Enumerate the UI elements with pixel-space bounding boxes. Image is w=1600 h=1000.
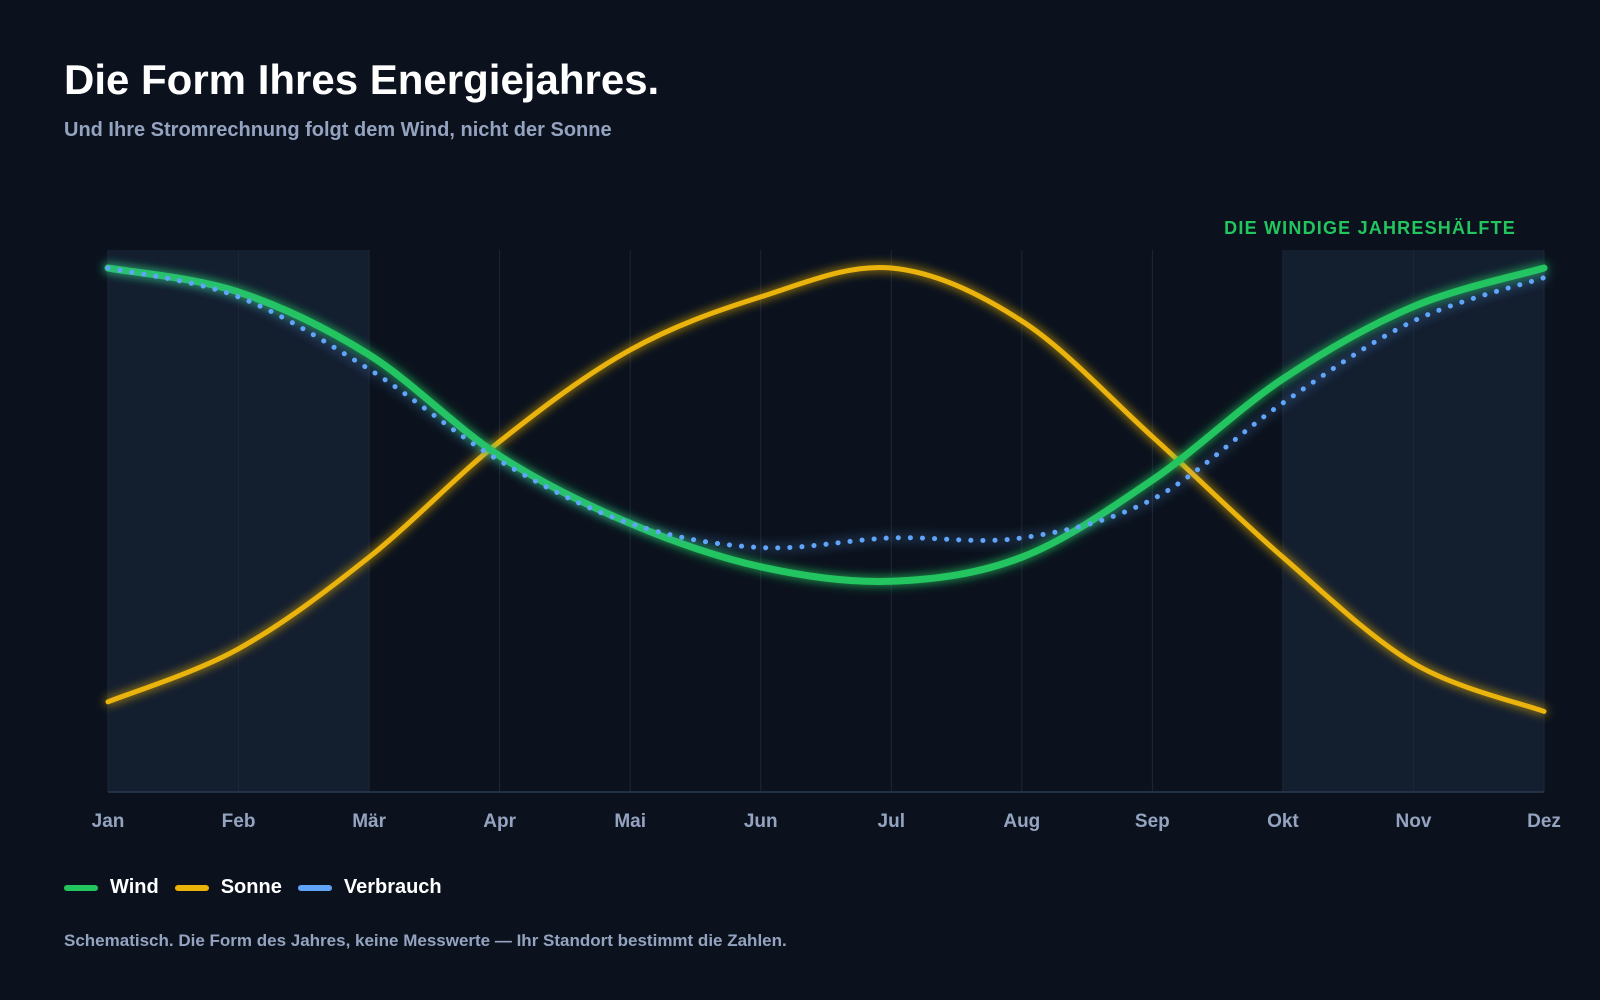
series-lines (104, 264, 1548, 714)
x-tick-label: Jun (744, 811, 778, 832)
x-tick-label: Apr (483, 811, 516, 832)
legend: Wind Sonne Verbrauch (64, 876, 458, 899)
x-tick-label: Sep (1135, 811, 1170, 832)
x-tick-label: Aug (1003, 811, 1040, 832)
legend-label-sonne: Sonne (220, 876, 282, 898)
legend-label-verbrauch: Verbrauch (343, 876, 442, 898)
legend-swatch-wind (64, 884, 98, 891)
x-axis-ticks: Jan Feb Mär Apr Mai Jun Jul Aug Sep Okt Nov Dez (92, 811, 1561, 832)
x-tick-label: Okt (1267, 811, 1299, 832)
x-tick-label: Nov (1396, 811, 1432, 832)
legend-swatch-verbrauch (297, 884, 332, 891)
footnote: Schematisch. Die Form des Jahres, keine … (64, 931, 787, 950)
legend-item-sonne: Sonne (174, 876, 282, 899)
legend-item-wind: Wind (64, 876, 159, 899)
chart-annotation: DIE WINDIGE JAHRESHÄLFTE (1224, 218, 1516, 238)
page-title: Die Form Ihres Energiejahres. (64, 56, 660, 103)
legend-swatch-sonne (174, 884, 209, 891)
x-tick-label: Jan (92, 811, 125, 832)
legend-label-wind: Wind (110, 876, 159, 898)
legend-item-verbrauch: Verbrauch (297, 876, 442, 899)
series-line-sonne (105, 264, 1547, 714)
x-tick-label: Jul (878, 811, 905, 832)
gridlines (107, 250, 1545, 792)
x-tick-label: Mai (614, 811, 646, 832)
page-subtitle: Und Ihre Stromrechnung folgt dem Wind, n… (64, 119, 612, 141)
x-tick-label: Mär (352, 811, 386, 832)
series-line-wind (104, 264, 1548, 586)
x-tick-label: Dez (1527, 811, 1561, 832)
x-tick-label: Feb (222, 811, 256, 832)
series-line-verbraucht (105, 265, 1547, 551)
